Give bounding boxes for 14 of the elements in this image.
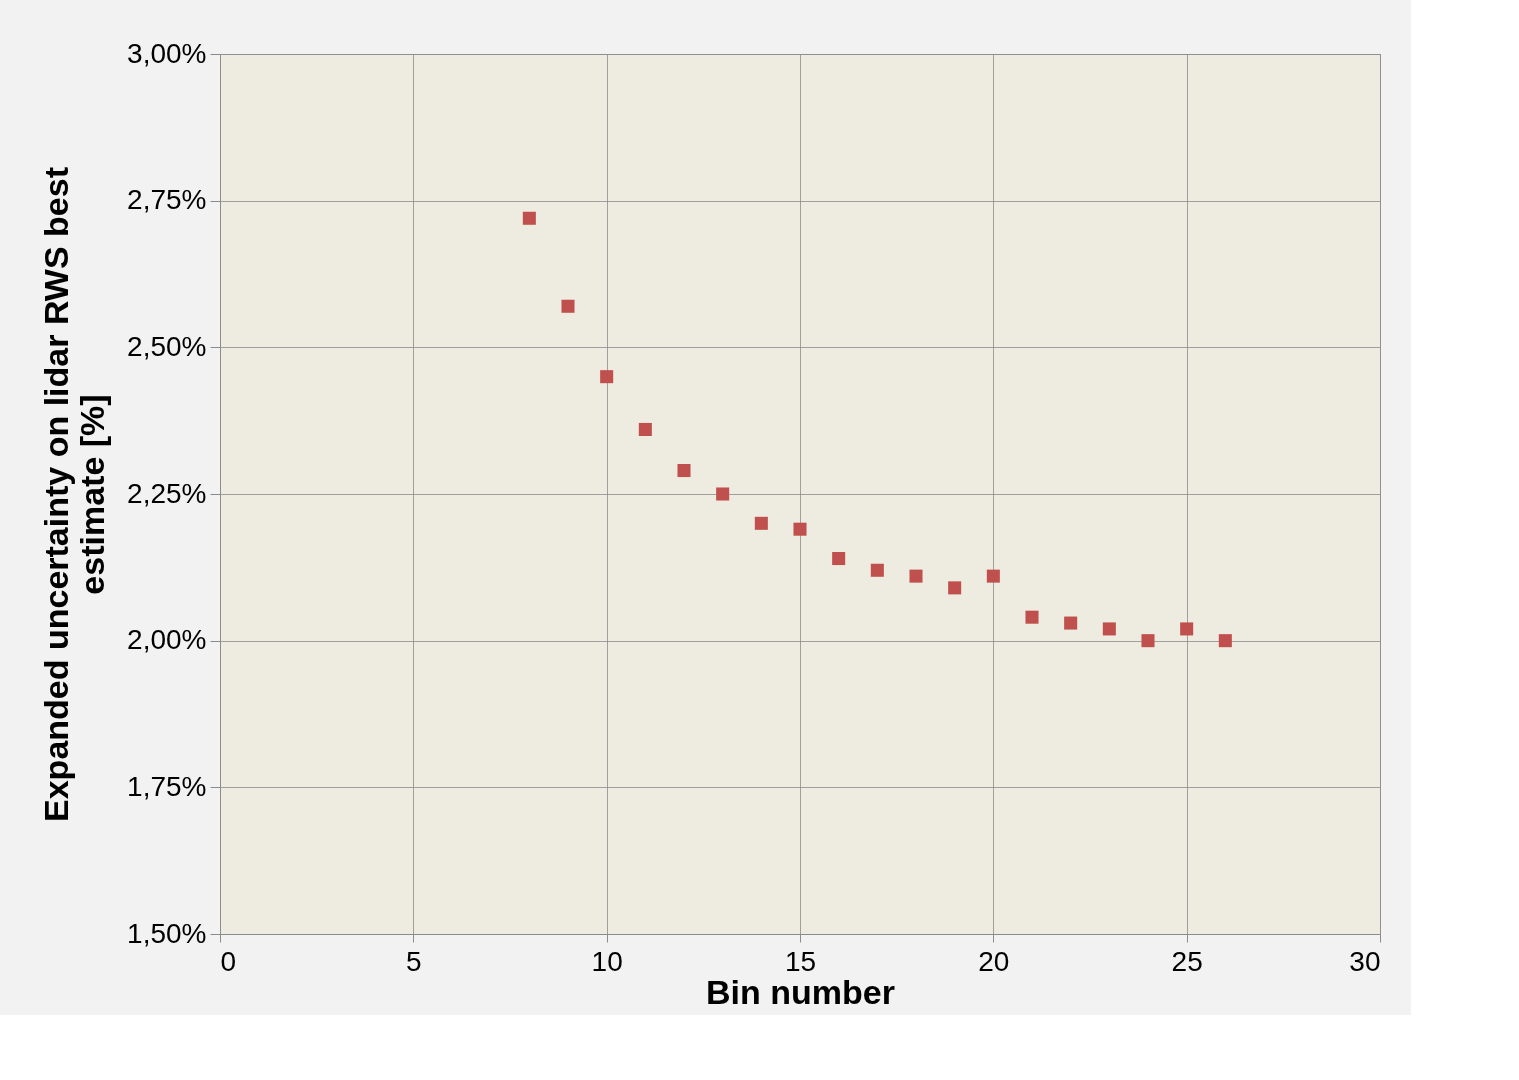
- x-tick-label: 20: [978, 945, 1010, 977]
- x-tick-label: 0: [220, 945, 237, 977]
- y-tick-label: 1,75%: [127, 770, 207, 802]
- y-axis-title: Expanded uncertainty on lidar RWS best estimate [%]: [37, 167, 112, 822]
- x-tick-label: 25: [1171, 945, 1203, 977]
- x-tick-label: 10: [591, 945, 623, 977]
- y-tick-label: 1,50%: [127, 917, 207, 949]
- y-tick-label: 2,00%: [127, 624, 207, 656]
- y-tick-label: 2,75%: [127, 184, 207, 216]
- y-tick-label: 3,00%: [127, 37, 207, 69]
- x-tick-label: 5: [406, 945, 422, 977]
- y-tick-label: 2,50%: [127, 330, 207, 362]
- x-tick-label: 30: [1349, 945, 1381, 977]
- y-tick-label: 2,25%: [127, 477, 207, 509]
